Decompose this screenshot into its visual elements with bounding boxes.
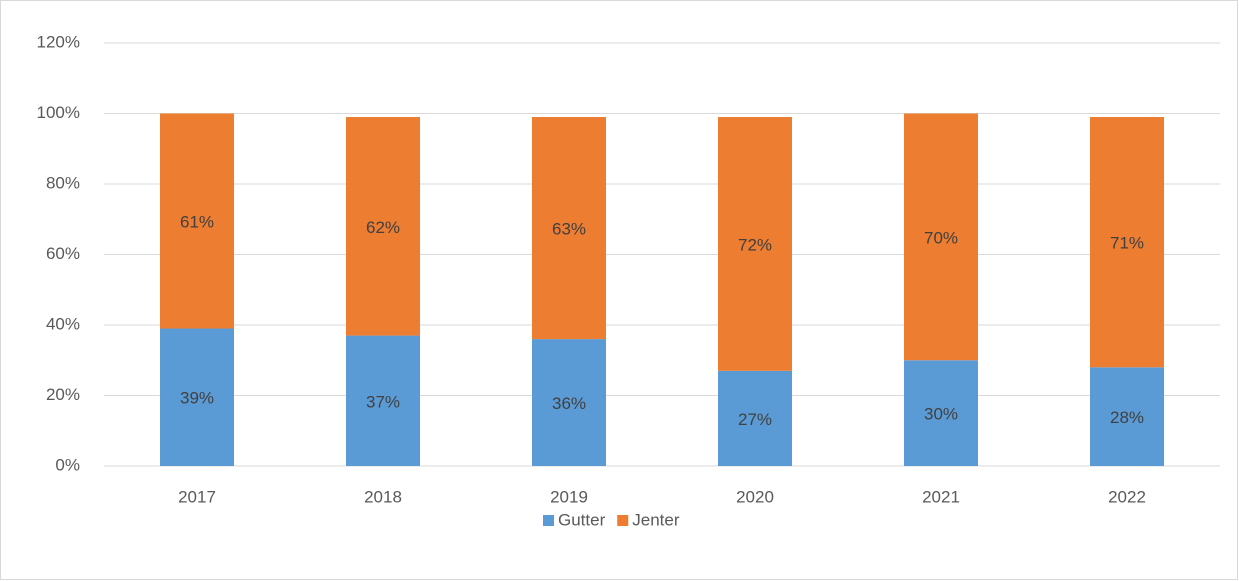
data-label: 72% — [738, 235, 772, 254]
bar-segment — [160, 328, 234, 466]
bar-segment — [346, 117, 420, 336]
x-tick-label: 2017 — [178, 487, 216, 506]
bar-segment — [718, 117, 792, 371]
bar-segment — [904, 113, 978, 361]
y-tick-label: 60% — [46, 244, 80, 263]
data-label: 70% — [924, 228, 958, 247]
data-label: 27% — [738, 410, 772, 429]
x-tick-label: 2020 — [736, 487, 774, 506]
data-label: 62% — [366, 218, 400, 237]
data-label: 30% — [924, 405, 958, 424]
x-tick-label: 2018 — [364, 487, 402, 506]
data-label: 63% — [552, 220, 586, 239]
y-tick-label: 100% — [37, 103, 80, 122]
bar-segment — [904, 360, 978, 466]
legend-label: Gutter — [558, 510, 606, 529]
bar-segment — [160, 113, 234, 329]
legend-label: Jenter — [632, 510, 680, 529]
bar-segment — [718, 370, 792, 466]
x-tick-label: 2019 — [550, 487, 588, 506]
y-tick-label: 40% — [46, 314, 80, 333]
x-tick-label: 2022 — [1108, 487, 1146, 506]
x-tick-label: 2021 — [922, 487, 960, 506]
bar-segment — [532, 117, 606, 340]
data-label: 39% — [180, 389, 214, 408]
y-tick-label: 80% — [46, 173, 80, 192]
bar-segment — [532, 339, 606, 466]
legend-swatch — [617, 515, 629, 526]
data-label: 37% — [366, 392, 400, 411]
legend-swatch — [543, 515, 554, 526]
bar-segment — [1090, 367, 1164, 466]
data-label: 71% — [1110, 234, 1144, 253]
bar-segment — [346, 335, 420, 466]
bar-segment — [1090, 117, 1164, 368]
data-label: 36% — [552, 394, 586, 413]
y-tick-label: 20% — [46, 385, 80, 404]
y-tick-label: 0% — [55, 455, 80, 474]
y-tick-label: 120% — [37, 32, 80, 51]
data-label: 61% — [180, 212, 214, 231]
data-label: 28% — [1110, 408, 1144, 427]
